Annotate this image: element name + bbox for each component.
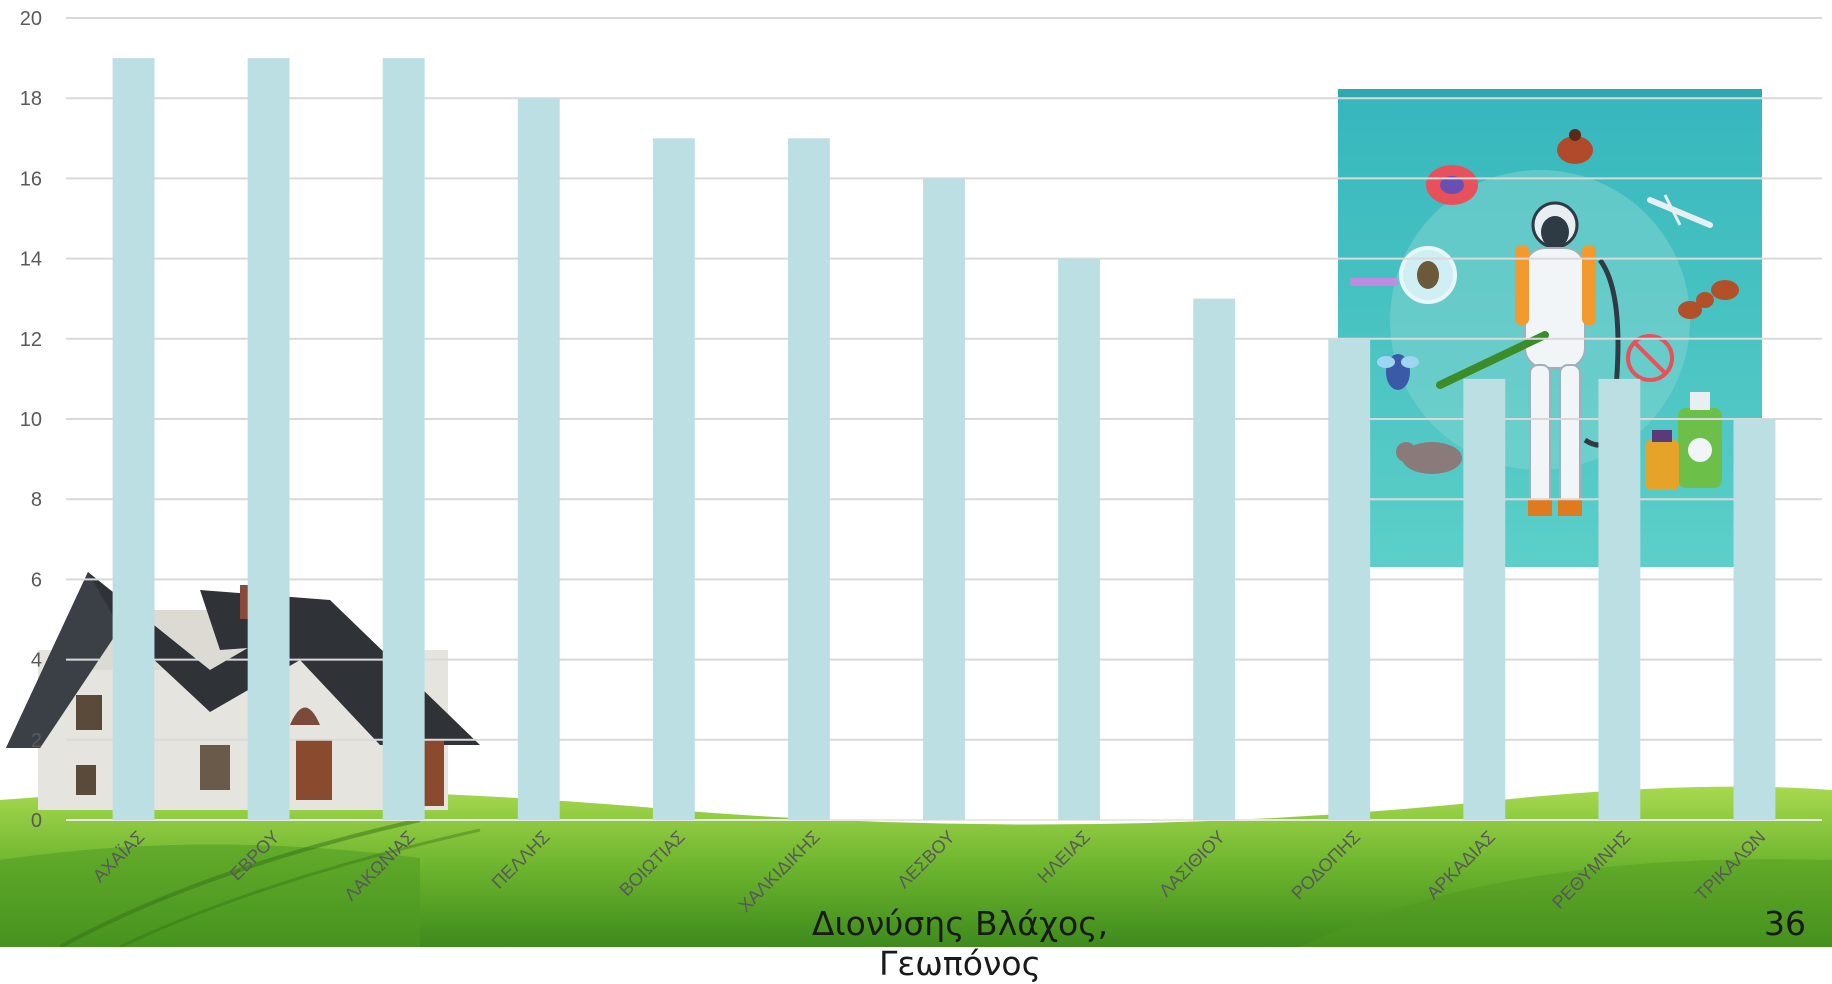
y-tick-label: 2 <box>31 730 42 752</box>
bar <box>112 58 155 821</box>
y-tick-label: 6 <box>31 569 42 591</box>
y-tick-label: 12 <box>20 329 42 351</box>
bar <box>787 138 830 821</box>
bar <box>1193 298 1236 820</box>
y-tick-label: 18 <box>20 88 42 110</box>
y-tick-label: 14 <box>20 249 42 271</box>
bar <box>517 98 560 820</box>
bar <box>1058 258 1101 821</box>
pest-control-worker-icon <box>1338 89 1762 567</box>
y-tick-label: 4 <box>31 650 42 672</box>
grass-field-icon <box>0 786 1832 947</box>
bar <box>1598 378 1641 820</box>
y-tick-label: 10 <box>20 409 42 431</box>
y-axis-tick-labels: 0 2 4 6 8 10 12 14 16 18 20 <box>20 8 42 832</box>
bar <box>652 138 695 821</box>
chart-bars <box>112 58 1776 821</box>
slide-number: 36 <box>1764 904 1806 943</box>
bar <box>382 58 425 821</box>
bar <box>247 58 290 821</box>
y-tick-label: 20 <box>20 8 42 30</box>
y-tick-label: 16 <box>20 168 42 190</box>
bar <box>1463 378 1506 820</box>
footer-author: Διονύσης Βλάχος, Γεωπόνος <box>811 904 1109 983</box>
bar <box>1733 419 1776 820</box>
bar <box>1328 338 1371 820</box>
y-tick-label: 0 <box>31 810 42 832</box>
y-tick-label: 8 <box>31 489 42 511</box>
bar <box>923 178 965 820</box>
